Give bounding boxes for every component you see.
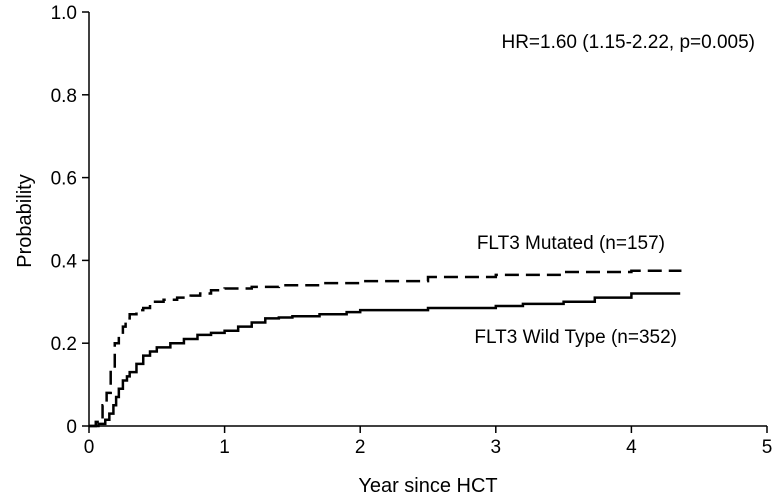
y-tick-label: 0.6 bbox=[51, 169, 77, 190]
x-tick-label: 0 bbox=[84, 437, 95, 458]
x-tick-label: 1 bbox=[219, 437, 230, 458]
series-line-flt3-mutated bbox=[89, 269, 682, 428]
series-label-flt3-mutated: FLT3 Mutated (n=157) bbox=[477, 233, 665, 254]
axes: 0 0.2 0.4 0.6 0.8 1.0 0 1 2 3 4 5 bbox=[51, 3, 773, 458]
y-tick-label: 0.8 bbox=[51, 86, 77, 107]
series-group bbox=[89, 269, 682, 428]
y-tick-label: 1.0 bbox=[51, 3, 77, 24]
x-tick-label: 4 bbox=[626, 437, 637, 458]
series-line-flt3-wild-type bbox=[89, 292, 681, 428]
y-tick-label: 0.2 bbox=[51, 334, 77, 355]
x-tick-label: 2 bbox=[355, 437, 366, 458]
y-tick-label: 0.4 bbox=[51, 251, 78, 272]
axis-lines bbox=[88, 12, 767, 427]
x-tick-label: 3 bbox=[491, 437, 502, 458]
x-tick-label: 5 bbox=[762, 437, 773, 458]
y-tick-label: 0 bbox=[66, 417, 77, 438]
hazard-ratio-annotation: HR=1.60 (1.15-2.22, p=0.005) bbox=[501, 32, 755, 53]
series-label-flt3-wild-type: FLT3 Wild Type (n=352) bbox=[474, 327, 677, 348]
y-axis-title: Probability bbox=[14, 174, 36, 267]
x-axis-title: Year since HCT bbox=[358, 475, 497, 497]
